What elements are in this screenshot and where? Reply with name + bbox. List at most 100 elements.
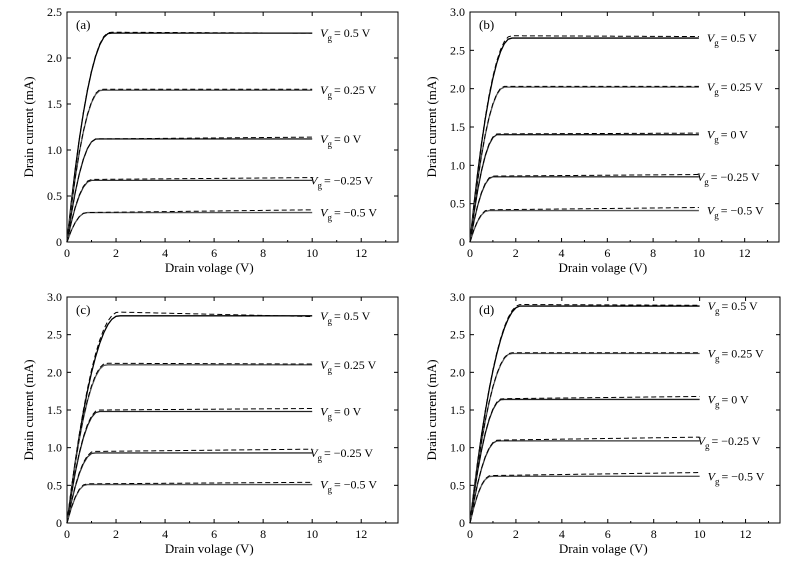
annotation-value: = 0.5 V	[721, 299, 758, 313]
annotation-value: = 0.25 V	[721, 347, 764, 361]
y-tick-label: 2.5	[450, 328, 465, 342]
annotation-value: = 0 V	[721, 128, 749, 142]
y-tick-label: 3.0	[47, 290, 62, 304]
x-axis-label: Drain volage (V)	[165, 541, 254, 556]
annotation-value: = 0 V	[334, 405, 362, 419]
y-tick-label: 1.5	[47, 403, 62, 417]
x-tick-label: 2	[513, 527, 519, 541]
x-tick-label: 0	[467, 527, 473, 541]
x-tick-label: 12	[740, 527, 752, 541]
series-annotation: Vg = −0.5 V	[320, 478, 377, 495]
x-tick-label: 2	[513, 246, 519, 260]
annotation-value: = 0.5 V	[334, 309, 371, 323]
x-tick-label: 10	[694, 527, 706, 541]
annotation-value: = 0 V	[334, 132, 362, 146]
series-line-dashed	[66, 362, 313, 524]
x-tick-label: 0	[467, 246, 473, 260]
annotation-value: = −0.5 V	[334, 206, 377, 220]
annotation-symbol: V	[310, 446, 319, 460]
series-line-solid	[469, 440, 700, 524]
series-annotation: Vg = −0.25 V	[698, 434, 761, 451]
annotation-symbol: V	[698, 434, 707, 448]
x-tick-label: 8	[260, 246, 266, 260]
annotation-symbol: V	[320, 83, 329, 97]
annotation-value: = −0.5 V	[334, 478, 377, 492]
x-tick-label: 10	[306, 527, 318, 541]
series-line-solid	[66, 89, 313, 243]
y-tick-label: 3.0	[450, 5, 465, 19]
annotation-value: = 0.25 V	[721, 80, 764, 94]
annotation-value: = −0.25 V	[324, 446, 373, 460]
chart-panel-d: 0 2 4 6 8 10 12 0 0.5 1.0 1.5 2.0 2.5 3.0 Drain volage…	[424, 290, 781, 556]
annotation-symbol: V	[697, 170, 706, 184]
annotation-subscript: g	[704, 177, 709, 187]
y-tick-label: 1.5	[450, 403, 465, 417]
x-tick-label: 4	[162, 527, 168, 541]
annotation-subscript: g	[714, 87, 719, 97]
panel-label: (a)	[76, 17, 90, 32]
annotation-symbol: V	[708, 347, 717, 361]
annotation-subscript: g	[328, 90, 333, 100]
annotation-value: = 0.5 V	[334, 26, 371, 40]
x-tick-label: 12	[355, 527, 367, 541]
x-tick-label: 8	[651, 527, 657, 541]
y-axis-label: Drain current (mA)	[424, 76, 439, 177]
y-axis-label: Drain current (mA)	[21, 359, 36, 460]
annotation-symbol: V	[708, 392, 717, 406]
annotation-symbol: V	[310, 173, 319, 187]
y-tick-label: 0.5	[47, 189, 62, 203]
series-line-solid	[66, 211, 313, 243]
series-annotation: Vg = 0.5 V	[320, 309, 370, 326]
x-tick-label: 0	[64, 527, 70, 541]
series-line-solid	[469, 475, 700, 524]
series-annotation: Vg = 0 V	[320, 132, 361, 149]
x-axis-label: Drain volage (V)	[165, 260, 254, 275]
x-tick-label: 6	[211, 246, 217, 260]
y-tick-label: 1.5	[47, 97, 62, 111]
series-line-solid	[66, 315, 313, 524]
series-annotation: Vg = 0.25 V	[320, 358, 376, 375]
series-line-dashed	[66, 88, 313, 243]
annotation-subscript: g	[714, 211, 719, 221]
y-tick-label: 1.0	[47, 441, 62, 455]
series-line-solid	[66, 410, 313, 524]
series-line-dashed	[469, 472, 700, 524]
series-line-dashed	[66, 136, 313, 243]
x-tick-label: 4	[162, 246, 168, 260]
y-tick-label: 3.0	[450, 290, 465, 304]
annotation-symbol: V	[320, 206, 329, 220]
y-tick-label: 2.0	[450, 82, 465, 96]
annotation-value: = −0.25 V	[324, 173, 373, 187]
y-axis-label: Drain current (mA)	[424, 359, 439, 460]
x-tick-label: 6	[211, 527, 217, 541]
annotation-subscript: g	[328, 139, 333, 149]
annotation-subscript: g	[714, 135, 719, 145]
x-tick-label: 2	[113, 246, 119, 260]
series-line-solid	[66, 483, 313, 524]
panel-label: (d)	[479, 302, 494, 317]
annotation-symbol: V	[320, 309, 329, 323]
y-tick-label: 0.5	[47, 478, 62, 492]
series-line-dashed	[469, 207, 699, 243]
annotation-symbol: V	[707, 80, 716, 94]
annotation-symbol: V	[708, 469, 717, 483]
series-line-dashed	[66, 31, 313, 243]
annotation-symbol: V	[707, 204, 716, 218]
series-annotation: Vg = 0 V	[708, 392, 749, 409]
series-annotation: Vg = 0.5 V	[320, 26, 370, 43]
series-line-solid	[469, 209, 699, 243]
y-tick-label: 2.5	[450, 43, 465, 57]
series-annotation: Vg = 0.5 V	[707, 31, 757, 48]
y-tick-label: 0.5	[450, 478, 465, 492]
annotation-subscript: g	[715, 476, 720, 486]
series-annotation: Vg = 0 V	[320, 405, 361, 422]
x-tick-label: 4	[559, 246, 565, 260]
x-tick-label: 6	[605, 527, 611, 541]
series-line-dashed	[66, 177, 313, 243]
chart-panel-c: 0 2 4 6 8 10 12 0 0.5 1.0 1.5 2.0 2.5 3.0 Drain volage…	[21, 290, 399, 556]
series-line-dashed	[469, 395, 700, 524]
series-line-dashed	[469, 436, 700, 524]
annotation-subscript: g	[328, 213, 333, 223]
x-tick-label: 6	[604, 246, 610, 260]
